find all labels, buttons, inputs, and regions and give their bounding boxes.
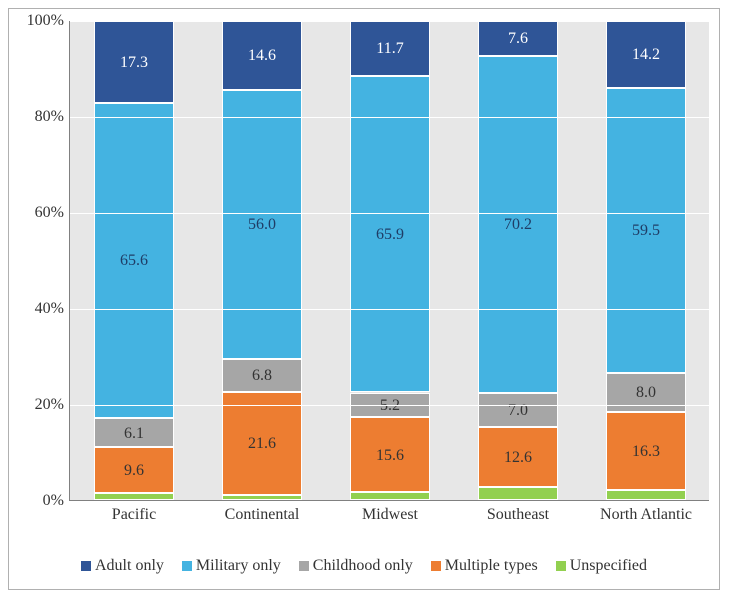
bar-segment-unspecified bbox=[94, 493, 173, 500]
bar-segment-childhood_only bbox=[222, 359, 301, 392]
legend-item-adult_only: Adult only bbox=[81, 557, 164, 575]
bar-group: 1.615.65.265.911.7 bbox=[350, 21, 429, 500]
bar-segment-adult_only bbox=[222, 20, 301, 90]
bar-group: 2.116.38.059.514.2 bbox=[606, 21, 685, 500]
y-axis-tick-label: 100% bbox=[27, 12, 70, 30]
legend-item-unspecified: Unspecified bbox=[556, 557, 647, 575]
bar-segment-multiple_types bbox=[606, 412, 685, 490]
legend-swatch bbox=[556, 561, 566, 571]
bars-layer: 1.49.66.165.617.3 1.021.66.856.014.6 1.615… bbox=[70, 21, 709, 500]
legend-item-childhood_only: Childhood only bbox=[299, 557, 413, 575]
bar-segment-multiple_types bbox=[478, 427, 557, 487]
bar-segment-military_only bbox=[94, 103, 173, 418]
y-axis-tick-label: 60% bbox=[35, 204, 70, 222]
gridline bbox=[70, 213, 709, 214]
legend-label: Adult only bbox=[95, 557, 164, 575]
x-axis-tick-label: North Atlantic bbox=[600, 500, 692, 524]
bar-group: 1.021.66.856.014.6 bbox=[222, 21, 301, 500]
bar-group: 2.712.67.070.27.6 bbox=[478, 21, 557, 500]
x-axis-tick-label: Southeast bbox=[487, 500, 549, 524]
legend-label: Multiple types bbox=[445, 557, 538, 575]
bar-segment-military_only bbox=[350, 76, 429, 392]
bar-segment-military_only bbox=[606, 88, 685, 374]
legend: Adult only Military only Childhood only Mul… bbox=[9, 557, 719, 575]
gridline bbox=[70, 309, 709, 310]
y-axis-tick-label: 40% bbox=[35, 300, 70, 318]
legend-label: Unspecified bbox=[570, 557, 647, 575]
x-axis-tick-label: Midwest bbox=[362, 500, 418, 524]
bar-segment-adult_only bbox=[606, 20, 685, 88]
legend-swatch bbox=[182, 561, 192, 571]
bar-segment-adult_only bbox=[94, 20, 173, 103]
legend-item-multiple_types: Multiple types bbox=[431, 557, 538, 575]
y-axis-tick-label: 0% bbox=[43, 492, 70, 510]
bar-segment-childhood_only bbox=[478, 393, 557, 427]
y-axis-tick-label: 80% bbox=[35, 108, 70, 126]
x-axis-tick-label: Pacific bbox=[112, 500, 156, 524]
legend-item-military_only: Military only bbox=[182, 557, 281, 575]
bar-segment-military_only bbox=[222, 90, 301, 359]
gridline bbox=[70, 21, 709, 22]
x-axis-tick-label: Continental bbox=[225, 500, 300, 524]
legend-label: Childhood only bbox=[313, 557, 413, 575]
bar-group: 1.49.66.165.617.3 bbox=[94, 21, 173, 500]
legend-swatch bbox=[299, 561, 309, 571]
chart-container: 1.49.66.165.617.3 1.021.66.856.014.6 1.615… bbox=[0, 0, 734, 602]
legend-label: Military only bbox=[196, 557, 281, 575]
chart-frame: 1.49.66.165.617.3 1.021.66.856.014.6 1.615… bbox=[8, 8, 720, 590]
bar-segment-military_only bbox=[478, 56, 557, 393]
y-axis-tick-label: 20% bbox=[35, 396, 70, 414]
bar-segment-adult_only bbox=[350, 20, 429, 76]
bar-segment-multiple_types bbox=[222, 392, 301, 496]
bar-segment-unspecified bbox=[478, 487, 557, 500]
bar-segment-multiple_types bbox=[94, 447, 173, 493]
bar-segment-unspecified bbox=[350, 492, 429, 500]
plot-area: 1.49.66.165.617.3 1.021.66.856.014.6 1.615… bbox=[69, 21, 709, 501]
gridline bbox=[70, 405, 709, 406]
bar-segment-multiple_types bbox=[350, 417, 429, 492]
bar-segment-unspecified bbox=[606, 490, 685, 500]
gridline bbox=[70, 117, 709, 118]
bar-segment-adult_only bbox=[478, 20, 557, 56]
bar-segment-childhood_only bbox=[94, 418, 173, 447]
legend-swatch bbox=[431, 561, 441, 571]
legend-swatch bbox=[81, 561, 91, 571]
